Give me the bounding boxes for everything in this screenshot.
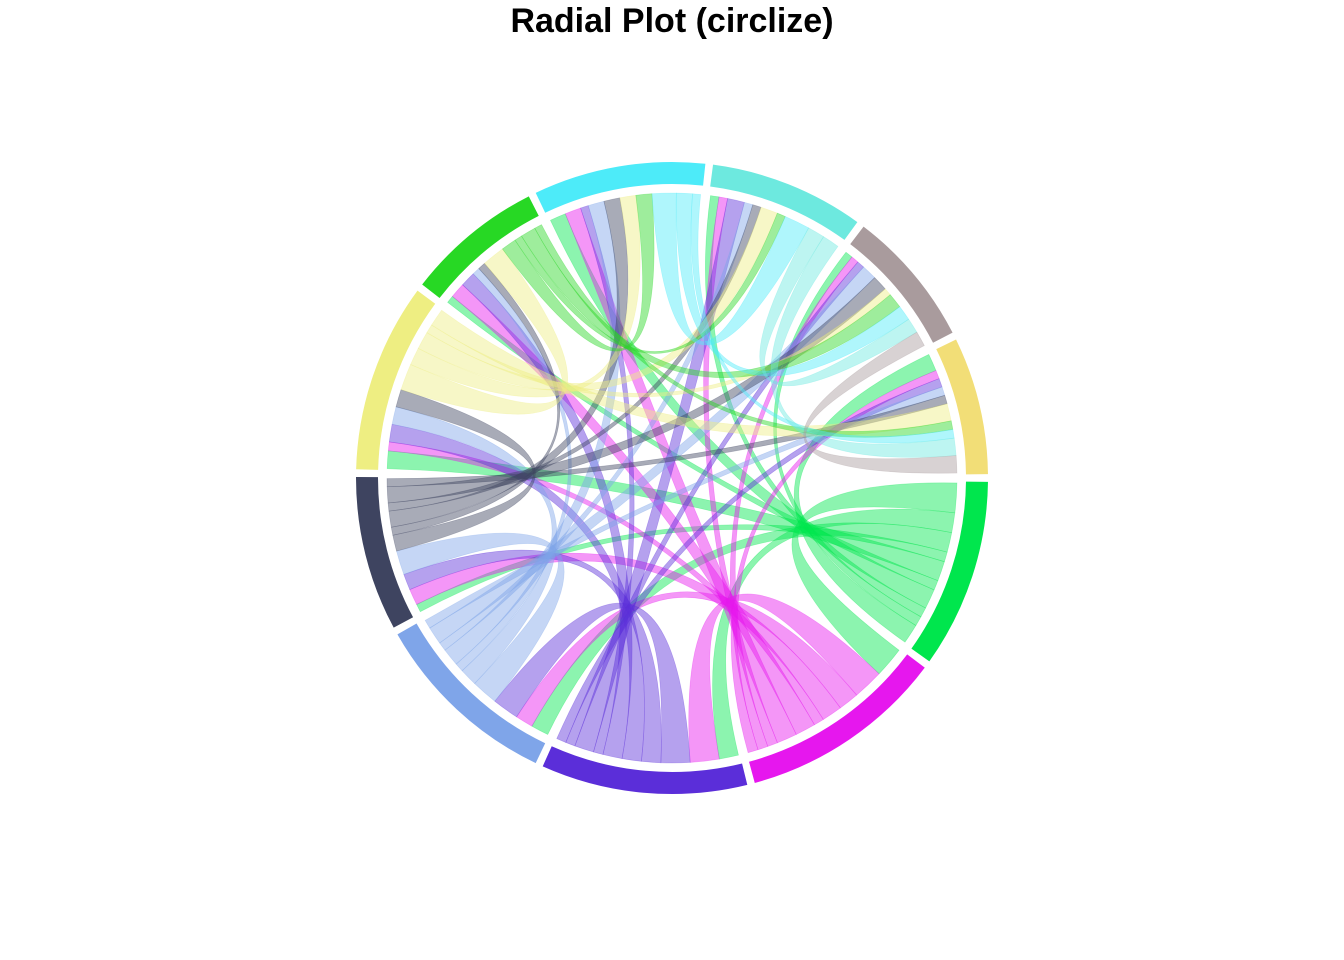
link-2-5 <box>388 423 645 762</box>
sector-5 <box>356 290 436 470</box>
link-0-9 <box>773 251 922 626</box>
link-6-8 <box>514 212 786 354</box>
sector-4 <box>356 477 414 628</box>
link-3-8 <box>439 201 754 651</box>
link-3-10 <box>424 386 946 629</box>
sector-9 <box>850 226 953 343</box>
link-3-6 <box>455 268 572 672</box>
link-4-7 <box>388 197 629 528</box>
link-1-4 <box>409 552 841 720</box>
link-1-8 <box>703 196 778 747</box>
link-9-10 <box>803 331 958 474</box>
link-2-4 <box>403 549 662 764</box>
sector-1 <box>749 654 925 783</box>
link-6-10 <box>534 224 954 438</box>
link-6-9 <box>521 227 901 378</box>
link-6-7 <box>502 193 655 352</box>
sector-3 <box>397 623 546 764</box>
sector-8 <box>710 164 858 240</box>
link-2-8 <box>574 198 745 753</box>
link-2-6 <box>462 273 633 759</box>
link-3-7 <box>444 200 621 665</box>
link-5-8 <box>417 206 778 392</box>
link-4-9 <box>386 277 886 504</box>
sector-7 <box>535 161 706 213</box>
chart-title: Radial Plot (circlize) <box>510 2 834 40</box>
sector-6 <box>422 196 539 298</box>
link-7-9 <box>676 192 910 377</box>
link-5-7 <box>410 194 641 398</box>
link-1-9 <box>729 256 859 751</box>
link-7-8 <box>651 192 810 346</box>
link-5-10 <box>431 309 952 437</box>
link-1-5 <box>387 441 824 726</box>
link-4-5 <box>392 389 536 552</box>
link-0-2 <box>712 508 956 760</box>
link-1-7 <box>564 207 797 744</box>
link-0-7 <box>550 213 935 609</box>
link-8-10 <box>770 236 957 458</box>
link-0-3 <box>531 522 953 735</box>
link-2-7 <box>580 205 635 755</box>
sector-2 <box>542 746 748 794</box>
link-0-10 <box>794 354 937 643</box>
link-0-8 <box>705 195 927 618</box>
link-2-3 <box>494 602 691 764</box>
link-2-9 <box>565 261 865 747</box>
link-3-9 <box>429 266 876 644</box>
link-1-3 <box>516 591 858 727</box>
link-0-6 <box>447 295 939 591</box>
link-4-8 <box>387 204 762 512</box>
link-4-10 <box>386 394 948 488</box>
link-0-1 <box>791 482 958 675</box>
link-1-6 <box>451 284 815 735</box>
link-0-4 <box>416 524 948 613</box>
sector-10 <box>936 339 988 475</box>
link-0-5 <box>386 450 945 582</box>
link-2-10 <box>556 378 943 743</box>
links-layer <box>386 192 958 764</box>
link-3-4 <box>396 532 565 702</box>
sectors-layer <box>356 161 988 794</box>
link-7-10 <box>690 193 955 444</box>
link-4-6 <box>390 262 561 536</box>
link-5-9 <box>426 288 891 398</box>
link-5-6 <box>400 248 568 415</box>
link-1-10 <box>730 370 940 754</box>
link-1-2 <box>688 593 880 763</box>
link-8-9 <box>759 227 918 387</box>
link-3-5 <box>391 406 558 684</box>
sector-0 <box>911 481 988 662</box>
